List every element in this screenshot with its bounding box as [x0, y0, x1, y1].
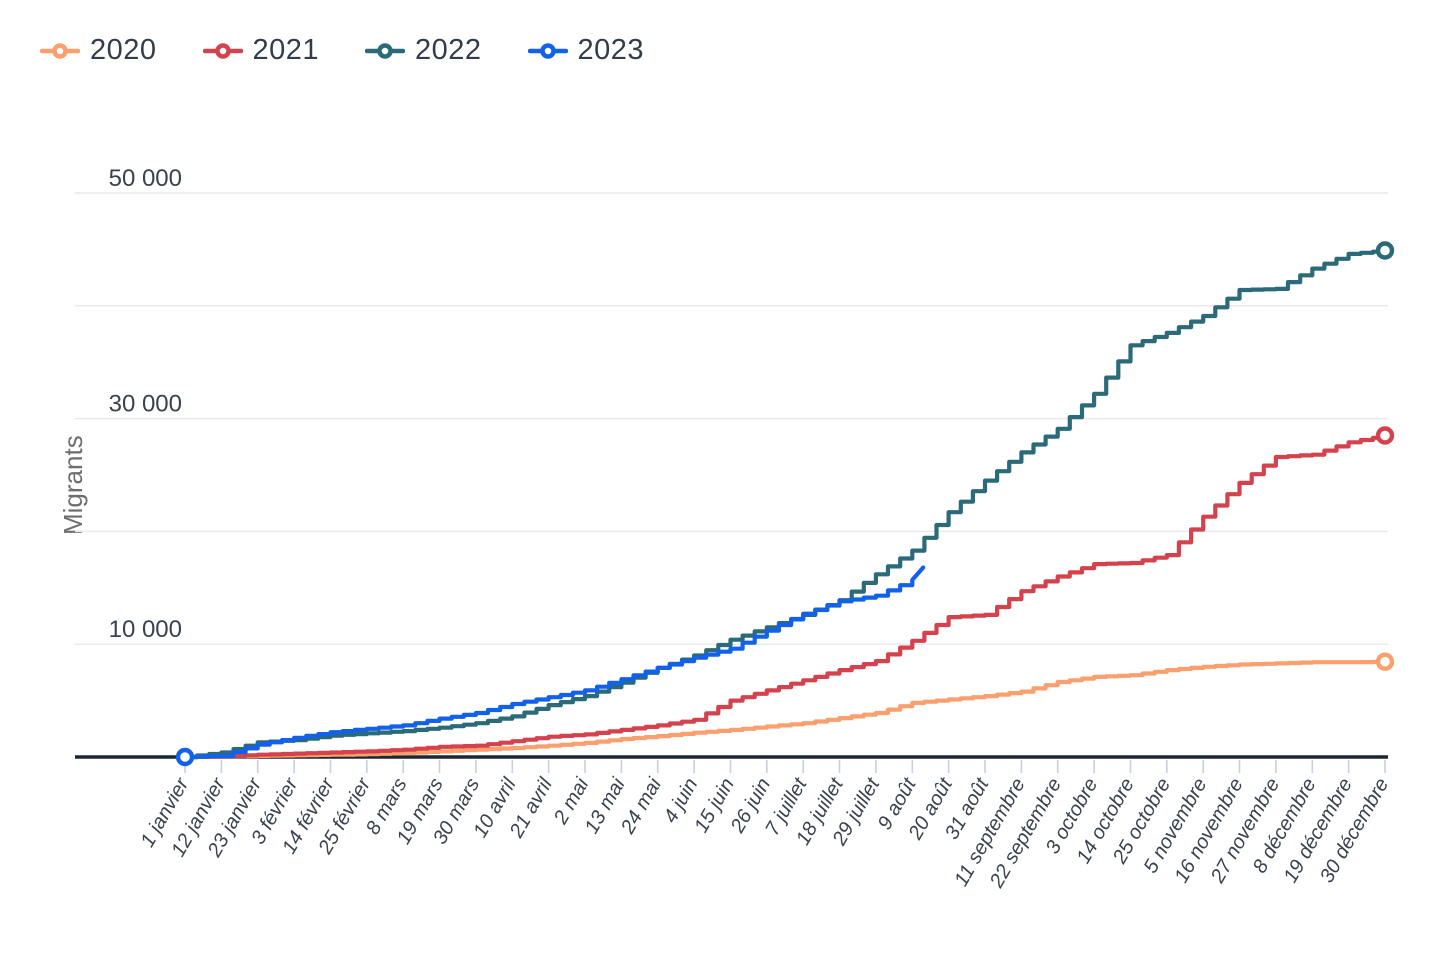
- series-line-2022[interactable]: [182, 248, 1388, 760]
- legend-marker-icon: [202, 42, 243, 59]
- legend-item-label: 2023: [577, 34, 645, 66]
- legend: 2020 2021 2022 2023: [40, 34, 644, 67]
- series-end-marker-2020[interactable]: [1375, 652, 1395, 671]
- legend-item-2020[interactable]: 2020: [40, 34, 157, 67]
- series-line-2021[interactable]: [182, 433, 1388, 760]
- series-line-2020[interactable]: [182, 659, 1388, 760]
- y-tick-label: 10 000: [109, 616, 182, 643]
- legend-marker-icon: [365, 42, 406, 59]
- series-end-marker-2022[interactable]: [1375, 241, 1395, 260]
- legend-item-2023[interactable]: 2023: [527, 34, 645, 67]
- legend-item-2021[interactable]: 2021: [202, 34, 320, 67]
- legend-marker-icon: [527, 42, 568, 59]
- legend-item-label: 2020: [90, 34, 157, 66]
- legend-item-label: 2022: [415, 34, 482, 66]
- series-start-marker-2023[interactable]: [175, 747, 195, 767]
- legend-marker-icon: [40, 42, 80, 59]
- y-tick-label: 30 000: [109, 391, 182, 418]
- legend-item-label: 2021: [252, 34, 320, 66]
- legend-item-2022[interactable]: 2022: [365, 34, 482, 67]
- series-line-2023[interactable]: [182, 565, 926, 760]
- series-end-marker-2021[interactable]: [1375, 426, 1395, 445]
- y-tick-label: 50 000: [109, 165, 182, 192]
